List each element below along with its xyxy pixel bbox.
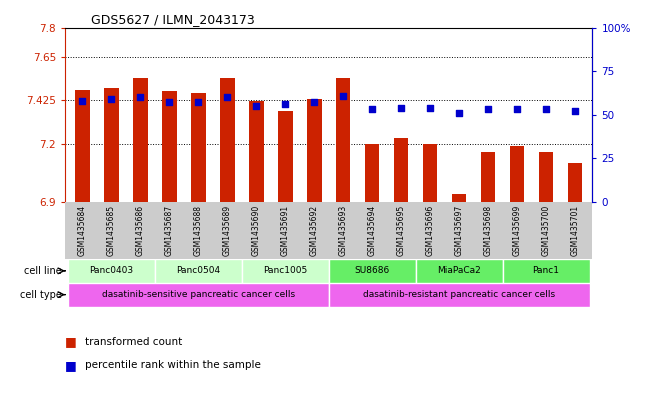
Text: dasatinib-sensitive pancreatic cancer cells: dasatinib-sensitive pancreatic cancer ce… [102,290,295,299]
Text: GSM1435698: GSM1435698 [484,205,493,256]
Text: GSM1435690: GSM1435690 [252,205,261,256]
Point [570,108,580,114]
Bar [307,99,322,202]
Text: Panc0504: Panc0504 [176,266,221,275]
Text: Panc0403: Panc0403 [89,266,133,275]
Bar [452,194,466,202]
Point [135,94,146,100]
Point [512,107,522,113]
Bar [68,259,155,283]
Point [338,92,348,99]
Text: GSM1435697: GSM1435697 [454,205,464,256]
Bar [220,78,234,202]
Bar [336,78,350,202]
Text: GSM1435686: GSM1435686 [136,205,145,256]
Text: MiaPaCa2: MiaPaCa2 [437,266,481,275]
Point [280,101,290,107]
Bar [133,78,148,202]
Bar [510,146,524,202]
Bar [416,259,503,283]
Point [425,105,436,111]
Point [454,110,464,116]
Bar [242,259,329,283]
Text: ■: ■ [65,359,77,372]
Text: percentile rank within the sample: percentile rank within the sample [85,360,260,371]
Text: GSM1435684: GSM1435684 [78,205,87,256]
Text: dasatinib-resistant pancreatic cancer cells: dasatinib-resistant pancreatic cancer ce… [363,290,555,299]
Text: GSM1435685: GSM1435685 [107,205,116,256]
Text: Panc1: Panc1 [533,266,560,275]
Text: GSM1435692: GSM1435692 [310,205,319,256]
Bar [162,92,176,202]
Bar [568,163,582,202]
Text: cell line: cell line [25,266,62,276]
Point [77,97,88,104]
Bar [249,101,264,202]
Bar [394,138,408,202]
Text: GSM1435696: GSM1435696 [426,205,435,256]
Text: transformed count: transformed count [85,337,182,347]
Text: GSM1435693: GSM1435693 [339,205,348,256]
Bar [191,94,206,202]
Text: GSM1435688: GSM1435688 [194,205,203,256]
Bar [329,283,590,307]
Text: GSM1435701: GSM1435701 [570,205,579,256]
Bar [76,90,90,202]
Point [193,99,204,106]
Bar [481,152,495,202]
Bar [68,283,329,307]
Text: GSM1435700: GSM1435700 [542,205,551,256]
Point [309,99,320,106]
Text: SU8686: SU8686 [355,266,390,275]
Point [367,107,378,113]
Text: cell type: cell type [20,290,62,299]
Point [106,96,117,102]
Text: GSM1435694: GSM1435694 [368,205,377,256]
Text: GSM1435691: GSM1435691 [281,205,290,256]
Text: GSM1435695: GSM1435695 [396,205,406,256]
Text: Panc1005: Panc1005 [263,266,307,275]
Bar [278,111,292,202]
Point [396,105,406,111]
Text: GSM1435699: GSM1435699 [512,205,521,256]
Point [541,107,551,113]
Bar [539,152,553,202]
Bar [503,259,590,283]
Text: GSM1435687: GSM1435687 [165,205,174,256]
Bar [329,259,416,283]
Point [222,94,232,100]
Bar [155,259,242,283]
Bar [104,88,118,202]
Point [483,107,493,113]
Bar [423,144,437,202]
Text: GSM1435689: GSM1435689 [223,205,232,256]
Bar [365,144,380,202]
Text: GDS5627 / ILMN_2043173: GDS5627 / ILMN_2043173 [91,13,255,26]
Point [251,103,262,109]
Point [164,99,174,106]
Text: ■: ■ [65,335,77,349]
